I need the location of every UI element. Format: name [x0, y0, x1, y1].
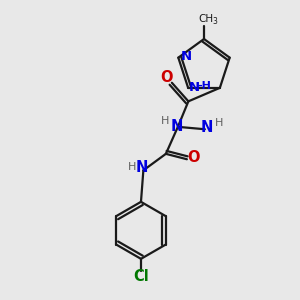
Text: H: H [215, 118, 224, 128]
Text: N: N [200, 120, 213, 135]
Text: O: O [187, 150, 200, 165]
Text: N: N [180, 50, 191, 63]
Text: Cl: Cl [133, 269, 149, 284]
Text: N: N [136, 160, 148, 175]
Text: N: N [170, 119, 183, 134]
Text: 3: 3 [212, 16, 217, 26]
Text: N: N [189, 81, 200, 94]
Text: CH: CH [198, 14, 213, 24]
Text: H: H [128, 162, 136, 172]
Text: -H: -H [198, 81, 212, 91]
Text: O: O [160, 70, 173, 85]
Text: H: H [161, 116, 170, 126]
